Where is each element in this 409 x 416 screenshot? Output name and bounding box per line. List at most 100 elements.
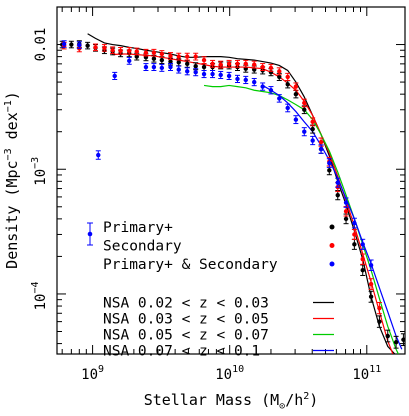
data-point — [351, 238, 357, 250]
point-marker — [343, 216, 349, 222]
data-point — [126, 56, 132, 65]
point-marker — [393, 340, 399, 345]
point-marker — [360, 242, 365, 247]
point-marker — [77, 42, 82, 48]
data-point — [101, 44, 107, 52]
data-point — [326, 158, 332, 168]
data-point — [368, 259, 374, 271]
point-marker — [235, 76, 240, 82]
data-point — [260, 82, 266, 91]
x-tick-label-exp: 9 — [98, 364, 104, 375]
data-point — [201, 56, 207, 65]
point-marker — [252, 62, 257, 67]
y-tick-label-base: 10 — [33, 169, 49, 186]
data-point — [151, 54, 157, 63]
data-point — [293, 89, 299, 99]
point-marker — [210, 71, 215, 77]
point-marker — [252, 79, 257, 85]
legend-label: NSA 0.03 < z < 0.05 — [103, 312, 269, 328]
point-marker — [151, 56, 157, 61]
legend: Primary+ Secondary Primary+ & Secondary NSA… — [87, 220, 335, 360]
point-marker — [310, 126, 315, 132]
data-point — [226, 71, 232, 80]
data-point — [268, 86, 274, 95]
x-tick-label: 1010 — [215, 364, 244, 383]
point-marker — [243, 61, 248, 67]
data-point — [184, 52, 190, 61]
point-marker — [118, 48, 123, 54]
data-point — [360, 264, 366, 276]
data-point — [385, 329, 391, 343]
point-marker — [127, 48, 132, 54]
data-point — [118, 47, 124, 55]
data-point — [335, 190, 341, 201]
point-marker — [218, 72, 223, 78]
y-tick-label-exp: −4 — [30, 282, 41, 294]
y-tick-label-base: 10 — [33, 294, 49, 311]
point-marker — [134, 54, 139, 59]
data-point — [243, 59, 249, 68]
point-marker — [277, 96, 282, 101]
point-marker — [368, 263, 374, 268]
data-point — [343, 213, 349, 225]
point-marker — [96, 152, 101, 158]
data-points — [59, 40, 405, 349]
point-marker — [302, 100, 307, 106]
data-point — [276, 67, 282, 76]
point-marker — [61, 41, 67, 47]
legend-errorbar-marker — [87, 231, 93, 237]
data-point — [159, 63, 165, 72]
point-marker — [343, 209, 349, 214]
point-marker — [377, 305, 382, 311]
point-marker — [335, 180, 340, 185]
data-point — [335, 177, 341, 188]
x-tick-label-exp: 11 — [369, 364, 381, 375]
data-point — [351, 217, 357, 229]
data-point — [268, 63, 274, 72]
data-point — [167, 52, 173, 60]
data-point — [167, 63, 173, 72]
point-marker — [176, 60, 181, 65]
data-point — [376, 315, 382, 328]
point-marker — [201, 71, 207, 77]
data-point — [360, 253, 366, 265]
point-marker — [260, 64, 265, 70]
point-marker — [69, 42, 74, 47]
data-point — [301, 98, 307, 108]
data-point — [218, 70, 224, 80]
data-point — [393, 335, 399, 349]
legend-label: NSA 0.02 < z < 0.03 — [103, 296, 269, 312]
point-marker — [318, 139, 324, 145]
data-point — [276, 94, 282, 103]
point-marker — [352, 232, 357, 237]
data-point — [126, 47, 132, 55]
point-marker — [93, 45, 98, 50]
legend-point-swatch — [329, 224, 335, 230]
data-point — [251, 77, 257, 87]
point-marker — [143, 50, 149, 55]
data-point — [110, 46, 116, 55]
point-marker — [185, 61, 190, 67]
point-marker — [176, 54, 181, 59]
data-point — [61, 40, 67, 48]
data-point — [343, 197, 349, 208]
legend-point-swatch — [329, 261, 335, 267]
y-tick-label: 0.01 — [33, 28, 49, 62]
point-marker — [260, 84, 265, 89]
data-point — [151, 63, 157, 72]
data-point — [368, 278, 374, 290]
data-point — [159, 56, 165, 65]
data-point — [226, 59, 232, 68]
data-point — [151, 48, 157, 57]
point-marker — [377, 319, 382, 324]
data-point — [176, 52, 182, 61]
point-marker — [243, 77, 248, 83]
point-marker — [285, 105, 290, 111]
x-tick-label-base: 10 — [81, 367, 98, 383]
data-point — [143, 48, 149, 57]
point-marker — [201, 64, 207, 70]
point-marker — [401, 337, 405, 342]
y-tick-label: 10−4 — [30, 282, 49, 311]
data-point — [400, 333, 405, 347]
